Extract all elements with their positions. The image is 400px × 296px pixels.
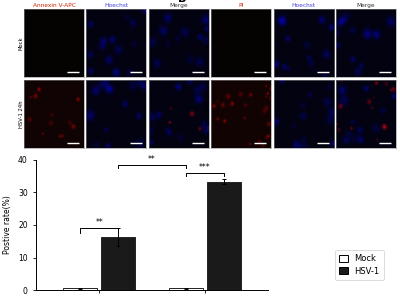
Bar xyxy=(207,182,240,290)
Title: PI: PI xyxy=(238,3,244,8)
Title: Merge: Merge xyxy=(357,3,375,8)
Title: Annexin V-APC: Annexin V-APC xyxy=(32,3,76,8)
Text: ***: *** xyxy=(199,163,210,172)
Title: Hoechst: Hoechst xyxy=(104,3,128,8)
Y-axis label: Mock: Mock xyxy=(206,36,211,50)
Y-axis label: Postive rate(%): Postive rate(%) xyxy=(3,196,12,254)
Bar xyxy=(101,237,135,290)
Legend: Mock, HSV-1: Mock, HSV-1 xyxy=(334,250,384,280)
Bar xyxy=(64,288,97,290)
Bar xyxy=(169,288,203,290)
Text: **: ** xyxy=(95,218,103,227)
Title: Merge: Merge xyxy=(170,3,188,8)
Y-axis label: HSV-1 24h: HSV-1 24h xyxy=(206,100,211,128)
Y-axis label: Mock: Mock xyxy=(19,36,24,50)
Text: **: ** xyxy=(148,155,156,164)
Title: Hoechst: Hoechst xyxy=(292,3,316,8)
Y-axis label: HSV-1 24h: HSV-1 24h xyxy=(19,100,24,128)
Text: B: B xyxy=(178,0,186,4)
